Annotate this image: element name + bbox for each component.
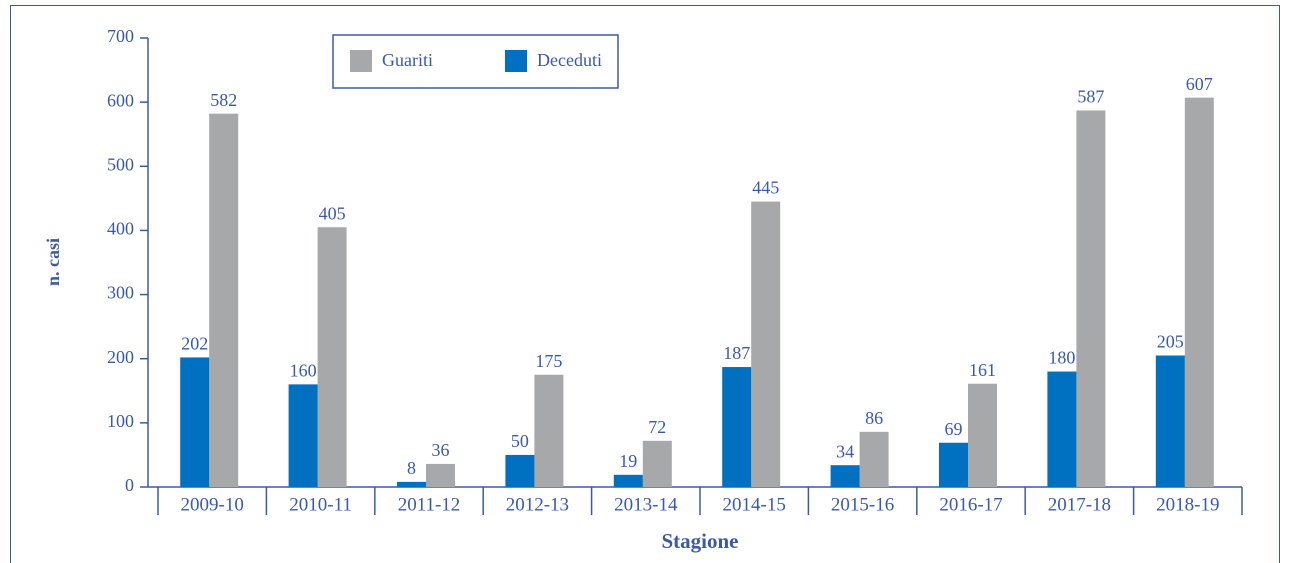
bar — [534, 374, 564, 487]
value-label: 205 — [1157, 332, 1184, 352]
bar — [613, 474, 643, 487]
legend-swatch — [350, 50, 372, 72]
value-label: 19 — [619, 451, 637, 471]
value-label: 445 — [752, 178, 779, 198]
y-tick-label: 700 — [107, 26, 134, 46]
x-tick-label: 2018-19 — [1156, 494, 1219, 515]
bar — [180, 357, 210, 487]
x-tick-label: 2016-17 — [939, 494, 1002, 515]
value-label: 161 — [969, 360, 996, 380]
bar — [830, 465, 860, 487]
value-label: 187 — [723, 343, 750, 363]
y-tick-label: 200 — [107, 347, 134, 367]
value-label: 72 — [648, 417, 666, 437]
legend-swatch — [505, 50, 527, 72]
x-tick-label: 2014-15 — [723, 494, 786, 515]
bar — [288, 384, 318, 487]
chart-frame — [10, 5, 1280, 563]
value-label: 50 — [511, 431, 529, 451]
bar — [939, 442, 968, 487]
legend-box — [332, 34, 619, 89]
value-label: 34 — [836, 441, 854, 461]
bar — [1155, 355, 1185, 487]
bar — [209, 113, 239, 487]
y-tick-label: 500 — [107, 154, 134, 174]
value-label: 582 — [210, 90, 237, 110]
value-label: 202 — [181, 334, 208, 354]
x-tick-label: 2009-10 — [181, 494, 244, 515]
y-tick-label: 100 — [107, 411, 134, 431]
x-tick-label: 2011-12 — [398, 494, 461, 515]
x-tick-label: 2010-11 — [289, 494, 352, 515]
value-label: 405 — [319, 203, 346, 223]
bar — [397, 481, 426, 487]
bar — [751, 201, 781, 488]
bar — [505, 454, 535, 487]
bar — [426, 463, 455, 487]
value-label: 607 — [1186, 74, 1213, 94]
value-label: 36 — [432, 440, 450, 460]
value-label: 587 — [1077, 87, 1104, 107]
legend-label: Deceduti — [537, 50, 602, 70]
y-tick-label: 300 — [107, 283, 134, 303]
x-tick-label: 2012-13 — [506, 494, 569, 515]
y-tick-label: 400 — [107, 219, 134, 239]
x-axis-title: Stagione — [661, 529, 738, 553]
bar — [1184, 97, 1214, 487]
bar — [1047, 371, 1077, 487]
value-label: 180 — [1048, 348, 1075, 368]
value-label: 69 — [945, 419, 963, 439]
bar — [722, 367, 752, 487]
x-tick-label: 2013-14 — [614, 494, 678, 515]
bar — [859, 431, 889, 487]
value-label: 175 — [535, 351, 562, 371]
y-tick-label: 600 — [107, 90, 134, 110]
bar — [968, 383, 997, 487]
x-tick-label: 2015-16 — [831, 494, 894, 515]
bar — [642, 440, 672, 487]
value-label: 160 — [290, 360, 317, 380]
legend-label: Guariti — [382, 50, 433, 70]
bar — [317, 227, 347, 487]
bar — [1076, 110, 1106, 487]
value-label: 86 — [865, 408, 883, 428]
value-label: 8 — [407, 458, 416, 478]
y-tick-label: 0 — [125, 475, 134, 495]
x-tick-label: 2017-18 — [1048, 494, 1111, 515]
y-axis-title: n. casi — [43, 238, 63, 286]
